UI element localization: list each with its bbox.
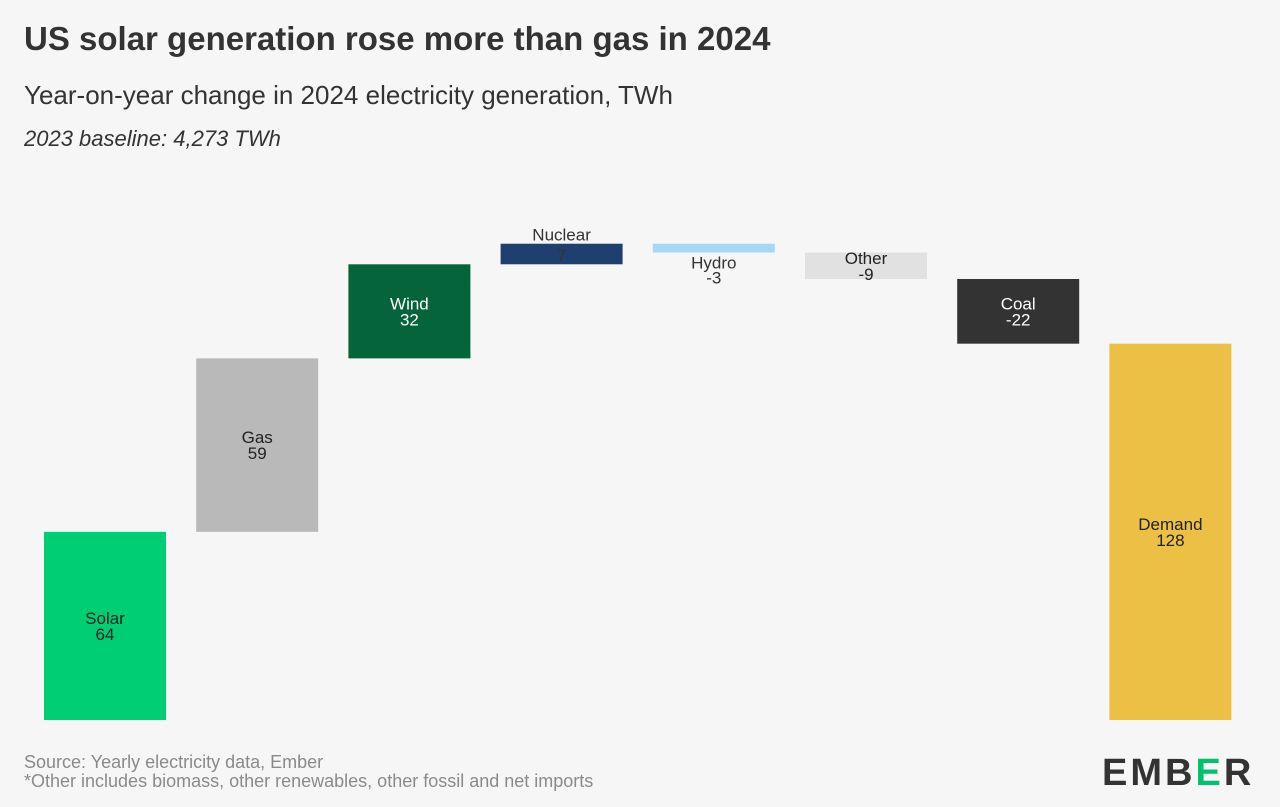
source-text: Source: Yearly electricity data, Ember bbox=[24, 752, 324, 772]
bar-label-name: Gas bbox=[242, 428, 273, 447]
logo-e: E bbox=[1195, 752, 1224, 794]
bar-hydro bbox=[652, 243, 775, 253]
logo-part: EMB bbox=[1102, 752, 1196, 794]
chart-subtitle: Year-on-year change in 2024 electricity … bbox=[24, 80, 673, 110]
bar-label-value: -22 bbox=[1006, 310, 1031, 329]
bar-label-name: Nuclear bbox=[532, 226, 591, 245]
bar-label-name: Solar bbox=[85, 609, 125, 628]
logo-part: R bbox=[1223, 752, 1255, 794]
bar-label-name: Coal bbox=[1001, 294, 1036, 313]
ember-logo: EMBER bbox=[1102, 752, 1254, 795]
bar-gas bbox=[196, 358, 319, 532]
bar-label-value: -3 bbox=[706, 269, 721, 288]
bar-label-value: -9 bbox=[858, 265, 873, 284]
chart-title: US solar generation rose more than gas i… bbox=[24, 20, 771, 57]
bar-label-value: 32 bbox=[400, 310, 419, 329]
bar-demand bbox=[1109, 343, 1232, 720]
bar-label-value: 7 bbox=[557, 246, 566, 265]
bar-solar bbox=[44, 531, 166, 720]
bar-label-name: Demand bbox=[1138, 515, 1202, 534]
bar-label-value: 128 bbox=[1156, 531, 1184, 550]
bar-label-name: Hydro bbox=[691, 254, 736, 273]
bar-nuclear bbox=[500, 243, 623, 265]
bar-wind bbox=[348, 264, 471, 359]
bar-other bbox=[805, 252, 927, 279]
bar-label-value: 64 bbox=[96, 625, 115, 644]
bar-label-name: Wind bbox=[390, 294, 429, 313]
bar-coal bbox=[957, 279, 1080, 344]
footnote-text: *Other includes biomass, other renewable… bbox=[24, 771, 594, 791]
baseline-note: 2023 baseline: 4,273 TWh bbox=[24, 126, 281, 151]
bar-label-name: Other bbox=[845, 249, 888, 268]
bar-label-value: 59 bbox=[248, 444, 267, 463]
